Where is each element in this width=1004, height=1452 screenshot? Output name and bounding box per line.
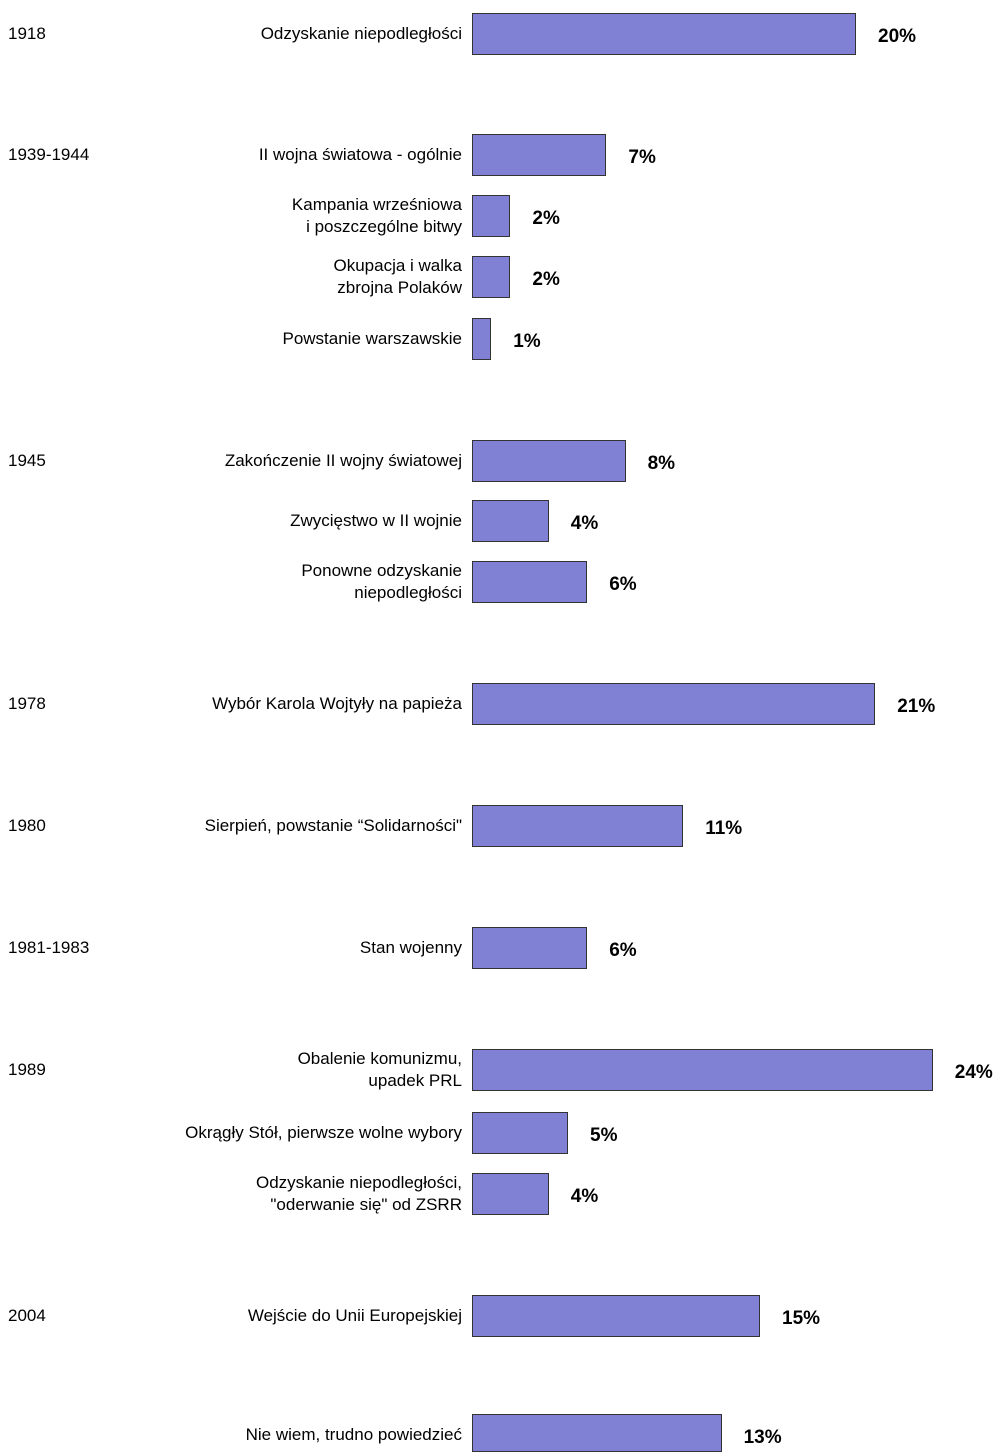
category-label: Wejście do Unii Europejskiej [247,1306,462,1325]
bar [472,1173,549,1215]
period-label: 1939-1944 [8,145,90,164]
category-label: Zwycięstwo w II wojnie [290,511,462,530]
category-label: Kampania wrześniowa i poszczególne bitwy [291,195,462,236]
value-label: 2% [532,208,560,229]
bar [472,561,588,603]
category-label: Sierpień, powstanie “Solidarności" [204,816,462,835]
value-label: 6% [609,940,637,961]
category-label: Powstanie warszawskie [282,329,462,348]
category-label: Ponowne odzyskanie niepodległości [301,561,462,602]
category-label: Nie wiem, trudno powiedzieć [245,1425,462,1444]
value-label: 4% [570,1186,599,1207]
value-label: 15% [782,1308,821,1329]
period-label: 1980 [8,816,46,835]
category-label: Obalenie komunizmu, upadek PRL [297,1049,462,1090]
value-label: 21% [897,696,936,717]
bar [472,195,511,237]
bar [472,927,588,969]
period-label: 1981-1983 [8,938,90,957]
bar [472,13,856,55]
bar [472,683,876,725]
value-label: 7% [628,147,656,168]
value-label: 8% [647,453,676,474]
category-label: Okrągły Stół, pierwsze wolne wybory [185,1123,462,1142]
value-label: 11% [705,818,743,839]
bar [472,1049,933,1091]
bar [472,256,511,298]
value-label: 2% [532,269,560,290]
category-label: Odzyskanie niepodległości, "oderwanie si… [255,1173,462,1214]
bar [472,1112,568,1154]
category-label: Odzyskanie niepodległości [260,24,462,43]
bar [472,134,607,176]
bar [472,440,626,482]
bar [472,805,684,847]
value-label: 20% [878,26,917,47]
category-label: Okupacja i walka zbrojna Polaków [333,256,462,297]
bar [472,1414,722,1452]
period-label: 1918 [8,24,46,43]
period-label: 1989 [8,1060,46,1079]
bar [472,1295,760,1337]
category-label: II wojna światowa - ogólnie [258,145,462,164]
value-label: 5% [590,1125,618,1146]
period-label: 2004 [8,1306,46,1325]
period-label: 1945 [8,451,46,470]
bar [472,318,492,360]
category-label: Wybór Karola Wojtyły na papieża [212,694,462,713]
value-label: 24% [954,1062,993,1083]
bar [472,500,549,542]
category-label: Stan wojenny [359,938,462,957]
period-label: 1978 [8,694,46,713]
value-label: 1% [513,331,541,352]
value-label: 6% [609,574,637,595]
value-label: 13% [743,1427,782,1448]
value-label: 4% [570,513,599,534]
category-label: Zakończenie II wojny światowej [224,451,462,470]
